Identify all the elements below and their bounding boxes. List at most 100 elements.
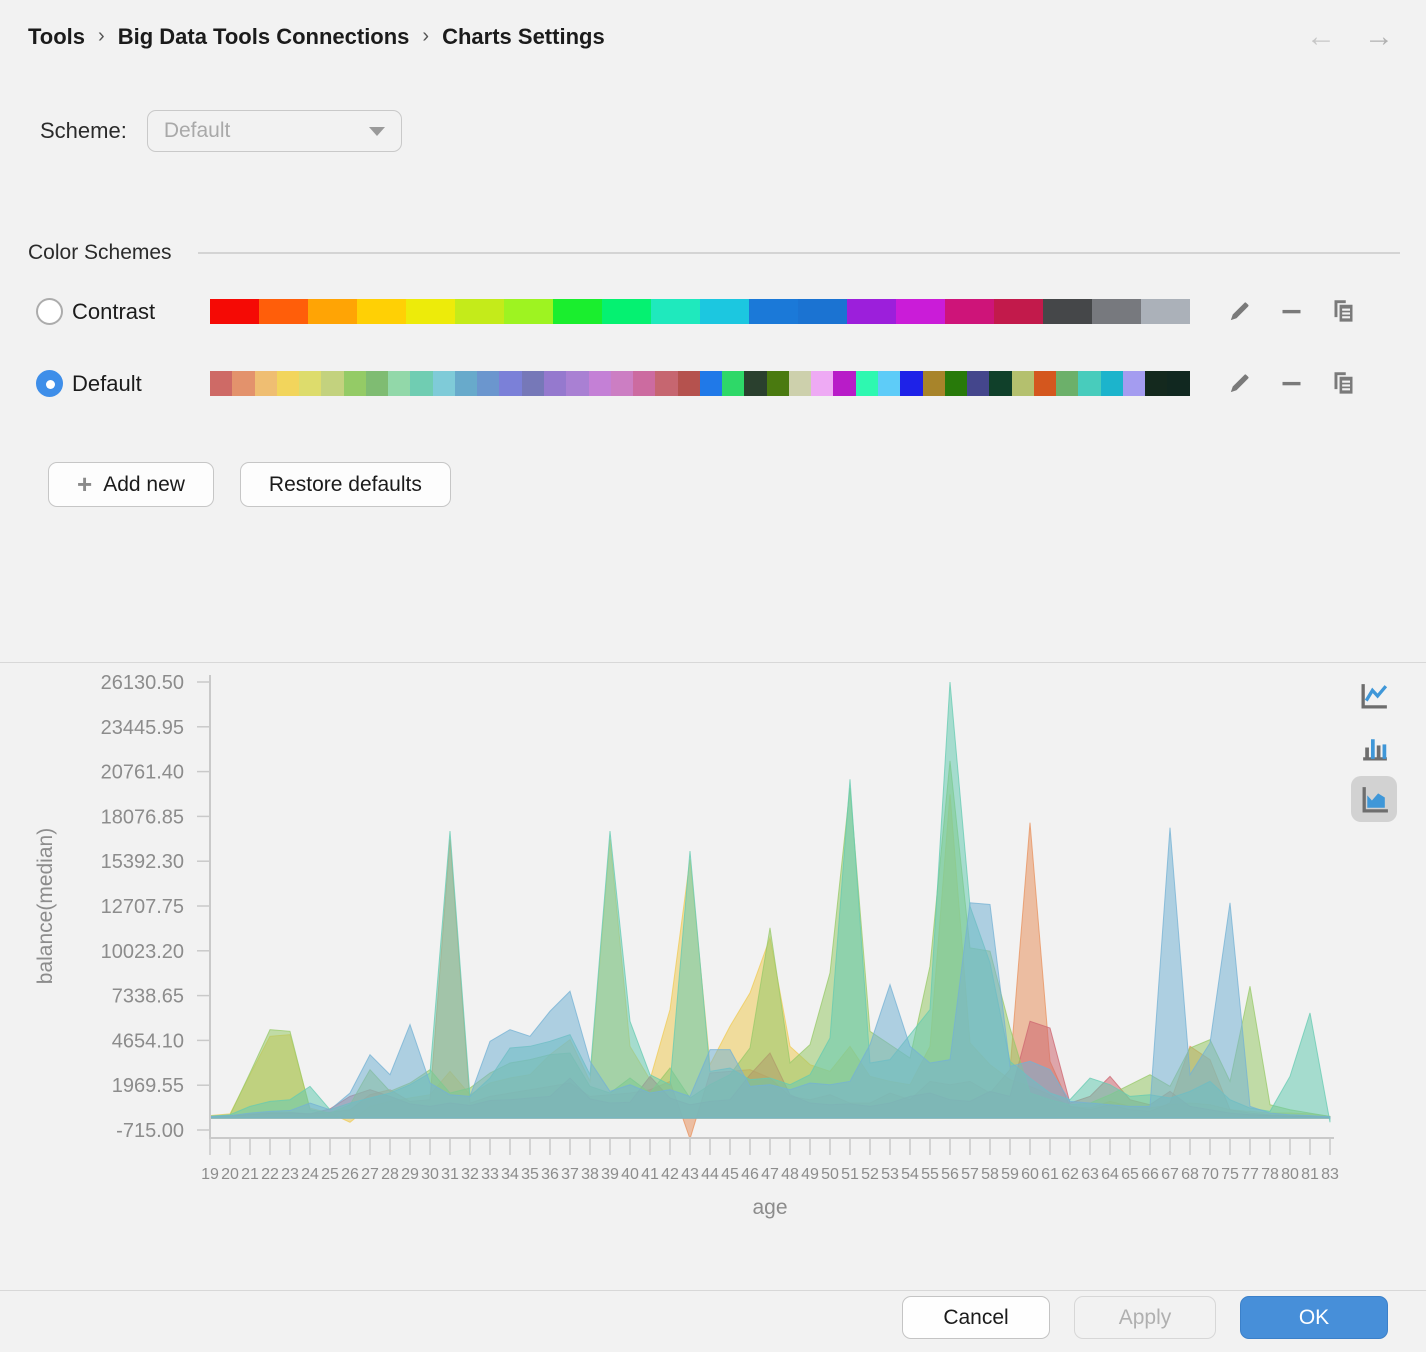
contrast-radio[interactable] bbox=[36, 298, 63, 325]
svg-text:60: 60 bbox=[1021, 1166, 1039, 1183]
svg-text:19: 19 bbox=[201, 1166, 219, 1183]
chart-preview: 26130.50 23445.95 20761.40 18076.85 15392.30… bbox=[34, 672, 1339, 1219]
svg-text:29: 29 bbox=[401, 1166, 419, 1183]
cancel-button[interactable]: Cancel bbox=[902, 1296, 1050, 1339]
default-radio[interactable] bbox=[36, 370, 63, 397]
scheme-row: Scheme: Default bbox=[40, 110, 402, 152]
area-chart-icon[interactable] bbox=[1351, 776, 1397, 822]
plus-icon: + bbox=[77, 468, 93, 499]
svg-text:23445.95: 23445.95 bbox=[101, 717, 184, 739]
copy-icon[interactable] bbox=[1330, 298, 1357, 325]
svg-text:68: 68 bbox=[1181, 1166, 1199, 1183]
svg-text:75: 75 bbox=[1221, 1166, 1239, 1183]
svg-text:63: 63 bbox=[1081, 1166, 1099, 1183]
svg-text:10023.20: 10023.20 bbox=[101, 941, 184, 963]
svg-text:18076.85: 18076.85 bbox=[101, 806, 184, 828]
svg-text:65: 65 bbox=[1121, 1166, 1139, 1183]
add-new-label: Add new bbox=[103, 472, 185, 496]
svg-text:80: 80 bbox=[1281, 1166, 1299, 1183]
header-rule bbox=[197, 252, 1400, 254]
svg-text:52: 52 bbox=[861, 1166, 879, 1183]
svg-text:33: 33 bbox=[481, 1166, 499, 1183]
svg-text:64: 64 bbox=[1101, 1166, 1119, 1183]
svg-text:35: 35 bbox=[521, 1166, 539, 1183]
svg-text:59: 59 bbox=[1001, 1166, 1019, 1183]
chevron-right-icon: › bbox=[422, 24, 430, 47]
breadcrumb-big-data-tools-connections[interactable]: Big Data Tools Connections bbox=[117, 24, 410, 49]
svg-text:41: 41 bbox=[641, 1166, 659, 1183]
svg-text:47: 47 bbox=[761, 1166, 779, 1183]
svg-text:45: 45 bbox=[721, 1166, 739, 1183]
svg-text:46: 46 bbox=[741, 1166, 759, 1183]
svg-text:62: 62 bbox=[1061, 1166, 1079, 1183]
svg-text:age: age bbox=[752, 1196, 787, 1219]
edit-pencil-icon[interactable] bbox=[1226, 298, 1253, 325]
line-chart-icon[interactable] bbox=[1351, 672, 1397, 718]
svg-text:30: 30 bbox=[421, 1166, 439, 1183]
svg-text:24: 24 bbox=[301, 1166, 319, 1183]
remove-minus-icon[interactable] bbox=[1278, 370, 1305, 397]
svg-text:26: 26 bbox=[341, 1166, 359, 1183]
svg-text:25: 25 bbox=[321, 1166, 339, 1183]
remove-minus-icon[interactable] bbox=[1278, 298, 1305, 325]
svg-text:77: 77 bbox=[1241, 1166, 1259, 1183]
edit-pencil-icon[interactable] bbox=[1226, 370, 1253, 397]
svg-text:43: 43 bbox=[681, 1166, 699, 1183]
svg-text:27: 27 bbox=[361, 1166, 379, 1183]
svg-text:15392.30: 15392.30 bbox=[101, 851, 184, 873]
chevron-down-icon bbox=[368, 126, 385, 136]
svg-text:55: 55 bbox=[921, 1166, 939, 1183]
svg-text:36: 36 bbox=[541, 1166, 559, 1183]
history-nav: ← → bbox=[1306, 20, 1394, 54]
back-arrow-icon[interactable]: ← bbox=[1306, 20, 1336, 53]
svg-text:53: 53 bbox=[881, 1166, 899, 1183]
add-new-button[interactable]: + Add new bbox=[48, 462, 214, 507]
svg-text:54: 54 bbox=[901, 1166, 919, 1183]
svg-text:22: 22 bbox=[261, 1166, 279, 1183]
forward-arrow-icon[interactable]: → bbox=[1364, 20, 1394, 53]
svg-text:28: 28 bbox=[381, 1166, 399, 1183]
svg-text:1969.55: 1969.55 bbox=[112, 1075, 184, 1097]
scheme-dropdown[interactable]: Default bbox=[146, 110, 402, 152]
default-label: Default bbox=[72, 371, 142, 396]
footer-buttons: Cancel Apply OK bbox=[902, 1296, 1388, 1339]
ok-button[interactable]: OK bbox=[1240, 1296, 1388, 1339]
svg-text:48: 48 bbox=[781, 1166, 799, 1183]
color-schemes-title: Color Schemes bbox=[28, 241, 172, 264]
contrast-color-strip[interactable] bbox=[210, 299, 1190, 324]
svg-text:21: 21 bbox=[241, 1166, 259, 1183]
svg-text:51: 51 bbox=[841, 1166, 859, 1183]
svg-text:44: 44 bbox=[701, 1166, 719, 1183]
restore-defaults-button[interactable]: Restore defaults bbox=[239, 462, 451, 507]
svg-text:20: 20 bbox=[221, 1166, 239, 1183]
svg-text:32: 32 bbox=[461, 1166, 479, 1183]
svg-text:38: 38 bbox=[581, 1166, 599, 1183]
svg-text:58: 58 bbox=[981, 1166, 999, 1183]
scheme-row-default: Default bbox=[0, 370, 1426, 398]
scheme-actions: + Add new Restore defaults bbox=[48, 462, 451, 507]
breadcrumb-tools[interactable]: Tools bbox=[28, 24, 86, 49]
svg-text:49: 49 bbox=[801, 1166, 819, 1183]
svg-text:23: 23 bbox=[281, 1166, 299, 1183]
svg-text:56: 56 bbox=[941, 1166, 959, 1183]
svg-text:12707.75: 12707.75 bbox=[101, 896, 184, 918]
svg-text:66: 66 bbox=[1141, 1166, 1159, 1183]
svg-text:31: 31 bbox=[441, 1166, 459, 1183]
svg-text:42: 42 bbox=[661, 1166, 679, 1183]
svg-text:78: 78 bbox=[1261, 1166, 1279, 1183]
apply-button[interactable]: Apply bbox=[1074, 1296, 1216, 1339]
svg-text:37: 37 bbox=[561, 1166, 579, 1183]
copy-icon[interactable] bbox=[1330, 370, 1357, 397]
chart-section-divider bbox=[0, 662, 1426, 663]
default-color-strip[interactable] bbox=[210, 371, 1190, 396]
contrast-label: Contrast bbox=[72, 299, 156, 324]
bar-chart-icon[interactable] bbox=[1351, 724, 1397, 770]
chart-type-toolbar bbox=[1351, 672, 1397, 822]
svg-text:20761.40: 20761.40 bbox=[101, 762, 184, 784]
svg-text:70: 70 bbox=[1201, 1166, 1219, 1183]
svg-text:67: 67 bbox=[1161, 1166, 1179, 1183]
svg-text:40: 40 bbox=[621, 1166, 639, 1183]
svg-text:57: 57 bbox=[961, 1166, 979, 1183]
svg-text:81: 81 bbox=[1301, 1166, 1319, 1183]
